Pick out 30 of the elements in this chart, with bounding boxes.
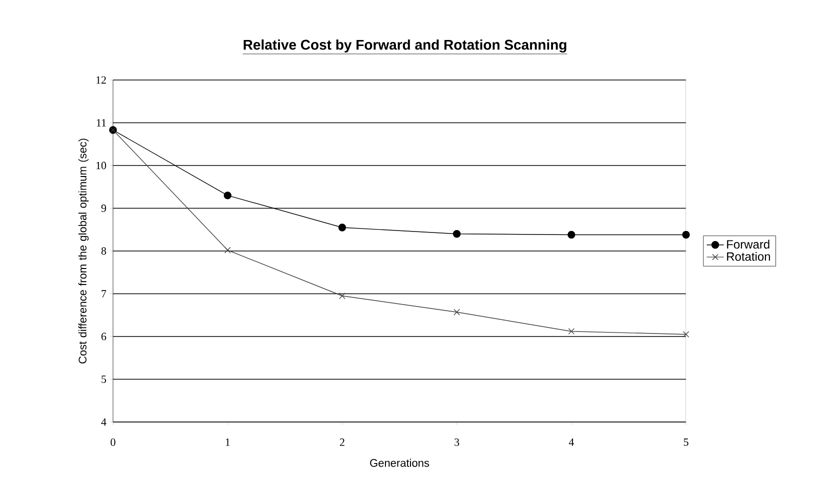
y-tick-label: 9 <box>101 204 106 212</box>
point <box>224 192 232 200</box>
y-tick-label: 10 <box>96 162 106 170</box>
point <box>454 308 460 316</box>
point <box>224 246 231 254</box>
x-axis-title: Generations <box>370 458 430 467</box>
point <box>452 230 461 238</box>
x-tick-label: 3 <box>454 438 460 446</box>
legend-label: Forward <box>727 240 770 249</box>
x-tick-label: 1 <box>226 438 230 446</box>
y-tick-label: 4 <box>101 418 106 426</box>
point <box>682 331 690 338</box>
point <box>682 230 690 239</box>
point <box>568 328 575 335</box>
point <box>338 224 346 232</box>
y-axis-title: Cost difference from the global optimum (sec) <box>78 138 89 364</box>
x-tick-label: 2 <box>340 438 344 446</box>
y-tick-label: 5 <box>102 376 106 383</box>
chart-title: Relative Cost by Forward and Rotation Scanning <box>244 39 566 53</box>
y-tick-label: 12 <box>96 76 106 84</box>
x-tick-label: 5 <box>684 438 688 446</box>
y-tick-label: 8 <box>101 247 106 255</box>
point <box>568 230 576 239</box>
x-tick-label: 0 <box>110 438 116 446</box>
y-tick-label: 11 <box>96 119 106 126</box>
y-tick-label: 6 <box>101 332 106 340</box>
x-tick-label: 4 <box>568 438 574 446</box>
y-tick-label: 7 <box>102 290 106 298</box>
point <box>339 292 346 300</box>
legend-label: Rotation <box>727 252 770 261</box>
